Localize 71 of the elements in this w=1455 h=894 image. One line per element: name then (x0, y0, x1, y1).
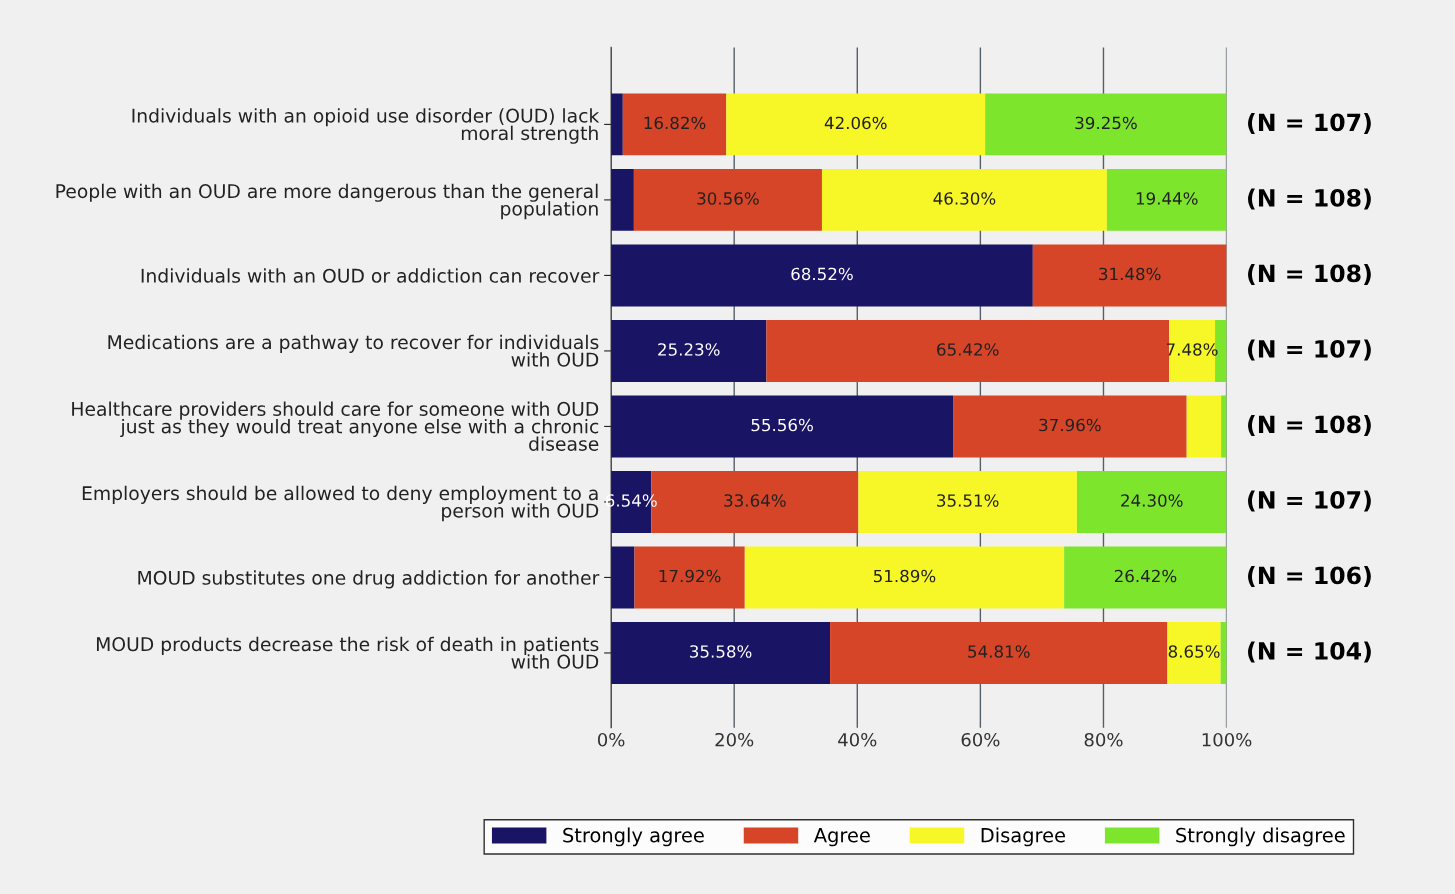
bar (1076, 470, 1227, 533)
bar (726, 93, 986, 156)
bar (611, 622, 831, 684)
data-label: 51.89% (873, 569, 936, 583)
text: (N = 104) (1248, 641, 1371, 663)
data-label: 16.82% (644, 116, 706, 130)
data-label: 33.64% (724, 494, 786, 507)
bar (622, 93, 727, 156)
legend-label: Disagree (981, 827, 1065, 847)
data-label: 37.96% (1039, 418, 1101, 432)
y-tick-label: Individuals with an opioid use disorder (OUD) lack moral strength (132, 108, 600, 144)
data-label: 17.92% (659, 569, 721, 583)
data-label: 42.06% (824, 116, 887, 130)
y-tick-label: Employers should be allowed to deny employment to a person with OUD (82, 485, 599, 522)
bar (611, 319, 767, 382)
text: (N = 107) (1248, 490, 1371, 512)
data-label: 54.81% (968, 645, 1030, 658)
y-tick-label: Individuals with an OUD or addiction can recover (141, 268, 600, 283)
data-label: 65.42% (937, 343, 999, 356)
data-label: 35.58% (690, 645, 752, 658)
text: (N = 107) (1248, 339, 1371, 361)
bar (1032, 244, 1227, 307)
data-label: 30.56% (697, 192, 759, 205)
data-label: 35.51% (937, 494, 999, 507)
bar (858, 470, 1077, 533)
y-tick-label: MOUD substitutes one drug addiction for another (138, 570, 600, 589)
bar (611, 395, 954, 458)
x-tick-label: 60% (961, 732, 1000, 747)
text: (N = 108) (1248, 415, 1371, 437)
data-label: 19.44% (1136, 192, 1198, 205)
x-tick-label: 40% (838, 732, 877, 747)
bar (1167, 622, 1221, 684)
bar (821, 168, 1107, 231)
bar (611, 168, 634, 231)
bar (611, 93, 623, 156)
bar (830, 622, 1168, 684)
text: (N = 107) (1248, 113, 1371, 135)
x-tick-label: 20% (715, 732, 754, 747)
bar (611, 546, 635, 609)
data-label: 46.30% (933, 192, 996, 205)
bar (985, 93, 1227, 156)
bar (1064, 546, 1227, 609)
bar (1186, 395, 1222, 458)
data-label: 26.42% (1114, 569, 1177, 583)
legend-label: Strongly disagree (1176, 827, 1345, 847)
bar (611, 244, 1033, 307)
data-label: 39.25% (1075, 116, 1137, 130)
bar (1106, 168, 1227, 231)
data-label: 31.48% (1099, 267, 1161, 281)
y-tick-label: MOUD products decrease the risk of death in patients with OUD (96, 636, 599, 669)
data-label: 55.56% (751, 418, 813, 432)
data-label: 68.52% (791, 267, 853, 281)
bar (634, 546, 745, 609)
bar (633, 168, 822, 231)
data-label: 8.65% (1168, 645, 1220, 658)
x-tick-label: 80% (1084, 732, 1123, 747)
y-tick-label: People with an OUD are more dangerous than the general population (56, 183, 598, 220)
text: (N = 106) (1248, 566, 1371, 588)
data-label: 25.23% (658, 343, 720, 356)
legend-label: Strongly agree (563, 827, 704, 847)
y-tick-label: Healthcare providers should care for someone with OUD just as they would treat anyone else with a chronic disease (72, 401, 599, 451)
data-label: 24.30% (1121, 494, 1183, 507)
bar (744, 546, 1065, 609)
bar (1221, 395, 1227, 458)
text: (N = 108) (1248, 188, 1371, 210)
x-tick-label: 0% (597, 732, 625, 747)
x-tick-label: 100% (1202, 732, 1252, 747)
legend-label: Agree (813, 828, 870, 847)
text: (N = 108) (1248, 264, 1371, 286)
y-tick-label: Medications are a pathway to recover for individuals with OUD (108, 334, 599, 367)
bar (953, 395, 1187, 458)
